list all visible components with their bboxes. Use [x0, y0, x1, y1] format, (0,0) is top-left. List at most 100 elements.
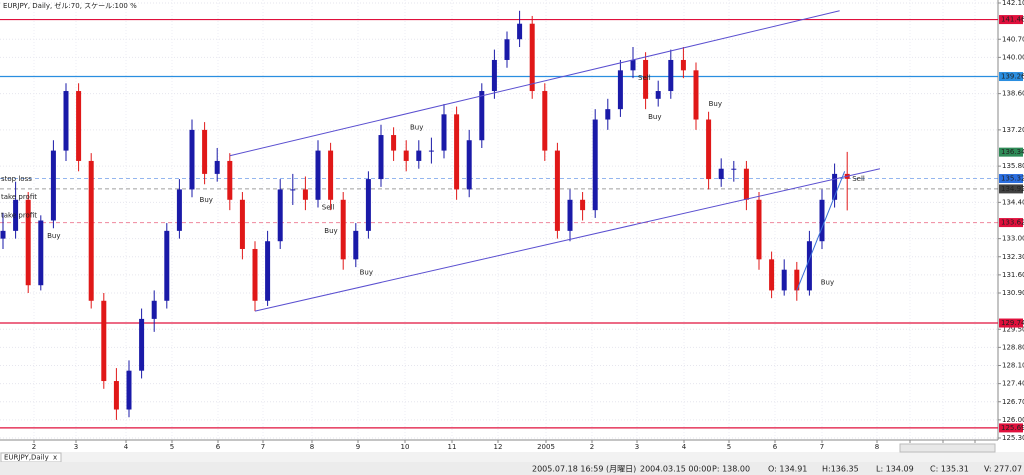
candle-body — [290, 189, 296, 191]
y-tick-label: 138.60 — [1002, 90, 1024, 98]
x-tick-label: 5 — [727, 443, 731, 451]
y-tick-label: 135.80 — [1002, 162, 1024, 170]
x-tick-label: 4 — [682, 443, 687, 451]
candle-body — [567, 199, 573, 231]
x-tick-label: 9 — [356, 443, 360, 451]
price-tag-label: 134.92 — [1001, 185, 1024, 193]
x-tick-label: 4 — [124, 443, 129, 451]
status-open: O: 134.91 — [768, 465, 807, 474]
candle-body — [794, 269, 800, 291]
y-tick-label: 125.30 — [1002, 434, 1024, 442]
candle-body — [706, 119, 712, 180]
x-tick-label: 8 — [875, 443, 879, 451]
price-tag-label: 141.46 — [1001, 16, 1024, 24]
trade-signal: Buy — [821, 279, 834, 287]
price-tag — [999, 15, 1023, 25]
y-tick-label: 131.60 — [1002, 271, 1024, 279]
price-tag — [999, 184, 1023, 194]
y-tick-label: 133.00 — [1002, 235, 1024, 243]
y-tick-label: 126.00 — [1002, 416, 1024, 424]
plot: Buy Buy Buy Buy Buy Buy Buy Buy Sell Sell Sell stop… — [0, 10, 998, 429]
candle-body — [365, 179, 371, 231]
candle-body — [151, 300, 157, 319]
y-tick-label: 142.10 — [1002, 0, 1024, 7]
x-tick-label: 3 — [74, 443, 78, 451]
trade-signal: Buy — [709, 100, 722, 108]
candle-body — [315, 150, 321, 200]
candle-body — [479, 91, 485, 141]
grid — [0, 0, 998, 440]
price-tag — [999, 423, 1023, 433]
order-label: take profit — [1, 211, 37, 219]
status-volume: V: 277.07 8 — [984, 465, 1024, 474]
price-tag-label: 139.26 — [1001, 73, 1024, 81]
y-tick-label: 130.90 — [1002, 289, 1024, 297]
candle-body — [113, 381, 119, 410]
candle-body — [38, 220, 44, 286]
status-bar — [0, 462, 1024, 475]
candle-body — [731, 168, 737, 170]
candle-body — [328, 150, 334, 200]
candle-body — [819, 199, 825, 242]
price-tag — [999, 218, 1023, 228]
candle-body — [0, 230, 6, 239]
candle-body — [126, 370, 132, 410]
trade-signal: Buy — [648, 113, 661, 121]
candle-body — [391, 135, 397, 151]
trade-signal: Buy — [200, 196, 213, 204]
candle-body — [176, 189, 182, 231]
x-tick-label: 7 — [820, 443, 824, 451]
candle-body — [50, 150, 56, 221]
candle-body — [101, 300, 107, 382]
x-tick-label: 12 — [494, 443, 503, 451]
candle-body — [781, 269, 787, 291]
candle-body — [718, 168, 724, 180]
candle-body — [491, 59, 497, 92]
scrollbar[interactable] — [899, 443, 996, 453]
x-tick-label: 11 — [448, 443, 457, 451]
tab-bar — [0, 452, 1024, 462]
order-label: stop loss — [1, 175, 32, 183]
candle-body — [668, 59, 674, 92]
order-label: take profit — [1, 193, 37, 201]
x-tick-label: 2 — [32, 443, 36, 451]
status-cursor-time: 2004.03.15 00:00 — [640, 465, 711, 474]
x-tick-label: 7 — [261, 443, 265, 451]
trade-signal: Sell — [638, 74, 651, 82]
candle-body — [517, 23, 523, 40]
candle-body — [466, 140, 472, 190]
candle-body — [428, 150, 434, 152]
candle-body — [617, 70, 623, 110]
candle-body — [13, 199, 19, 231]
candle-body — [743, 168, 749, 200]
y-tick-label: 128.80 — [1002, 343, 1024, 351]
symbol-info: EURJPY, Daily, ゼル:70, スケール:100 % — [3, 1, 137, 10]
candle-body — [63, 91, 69, 151]
status-price: P: 138.00 — [712, 465, 750, 474]
candle-body — [441, 114, 447, 151]
candle-body — [239, 199, 245, 249]
y-tick-label: 132.30 — [1002, 253, 1024, 261]
candle-body — [189, 129, 195, 190]
candle-body — [643, 59, 649, 99]
candle-body — [605, 109, 611, 120]
candle-body — [832, 173, 838, 200]
x-tick-label: 6 — [216, 443, 221, 451]
candle-body — [693, 70, 699, 120]
candle-body — [76, 91, 82, 161]
tab-close[interactable]: x — [53, 454, 57, 462]
candle-body — [655, 91, 661, 99]
y-tick-label: 129.50 — [1002, 325, 1024, 333]
candle-body — [592, 119, 598, 211]
price-tag-label: 129.74 — [1001, 319, 1024, 327]
tab-label[interactable]: EURJPY,Daily — [4, 454, 49, 462]
trade-signal: Sell — [322, 204, 335, 212]
candle-body — [504, 39, 510, 60]
candle-body — [756, 199, 762, 260]
y-tick-label: 134.40 — [1002, 198, 1024, 206]
candle-body — [806, 241, 812, 291]
candle-body — [680, 59, 686, 71]
candle-body — [139, 318, 145, 371]
candle-body — [214, 160, 220, 174]
